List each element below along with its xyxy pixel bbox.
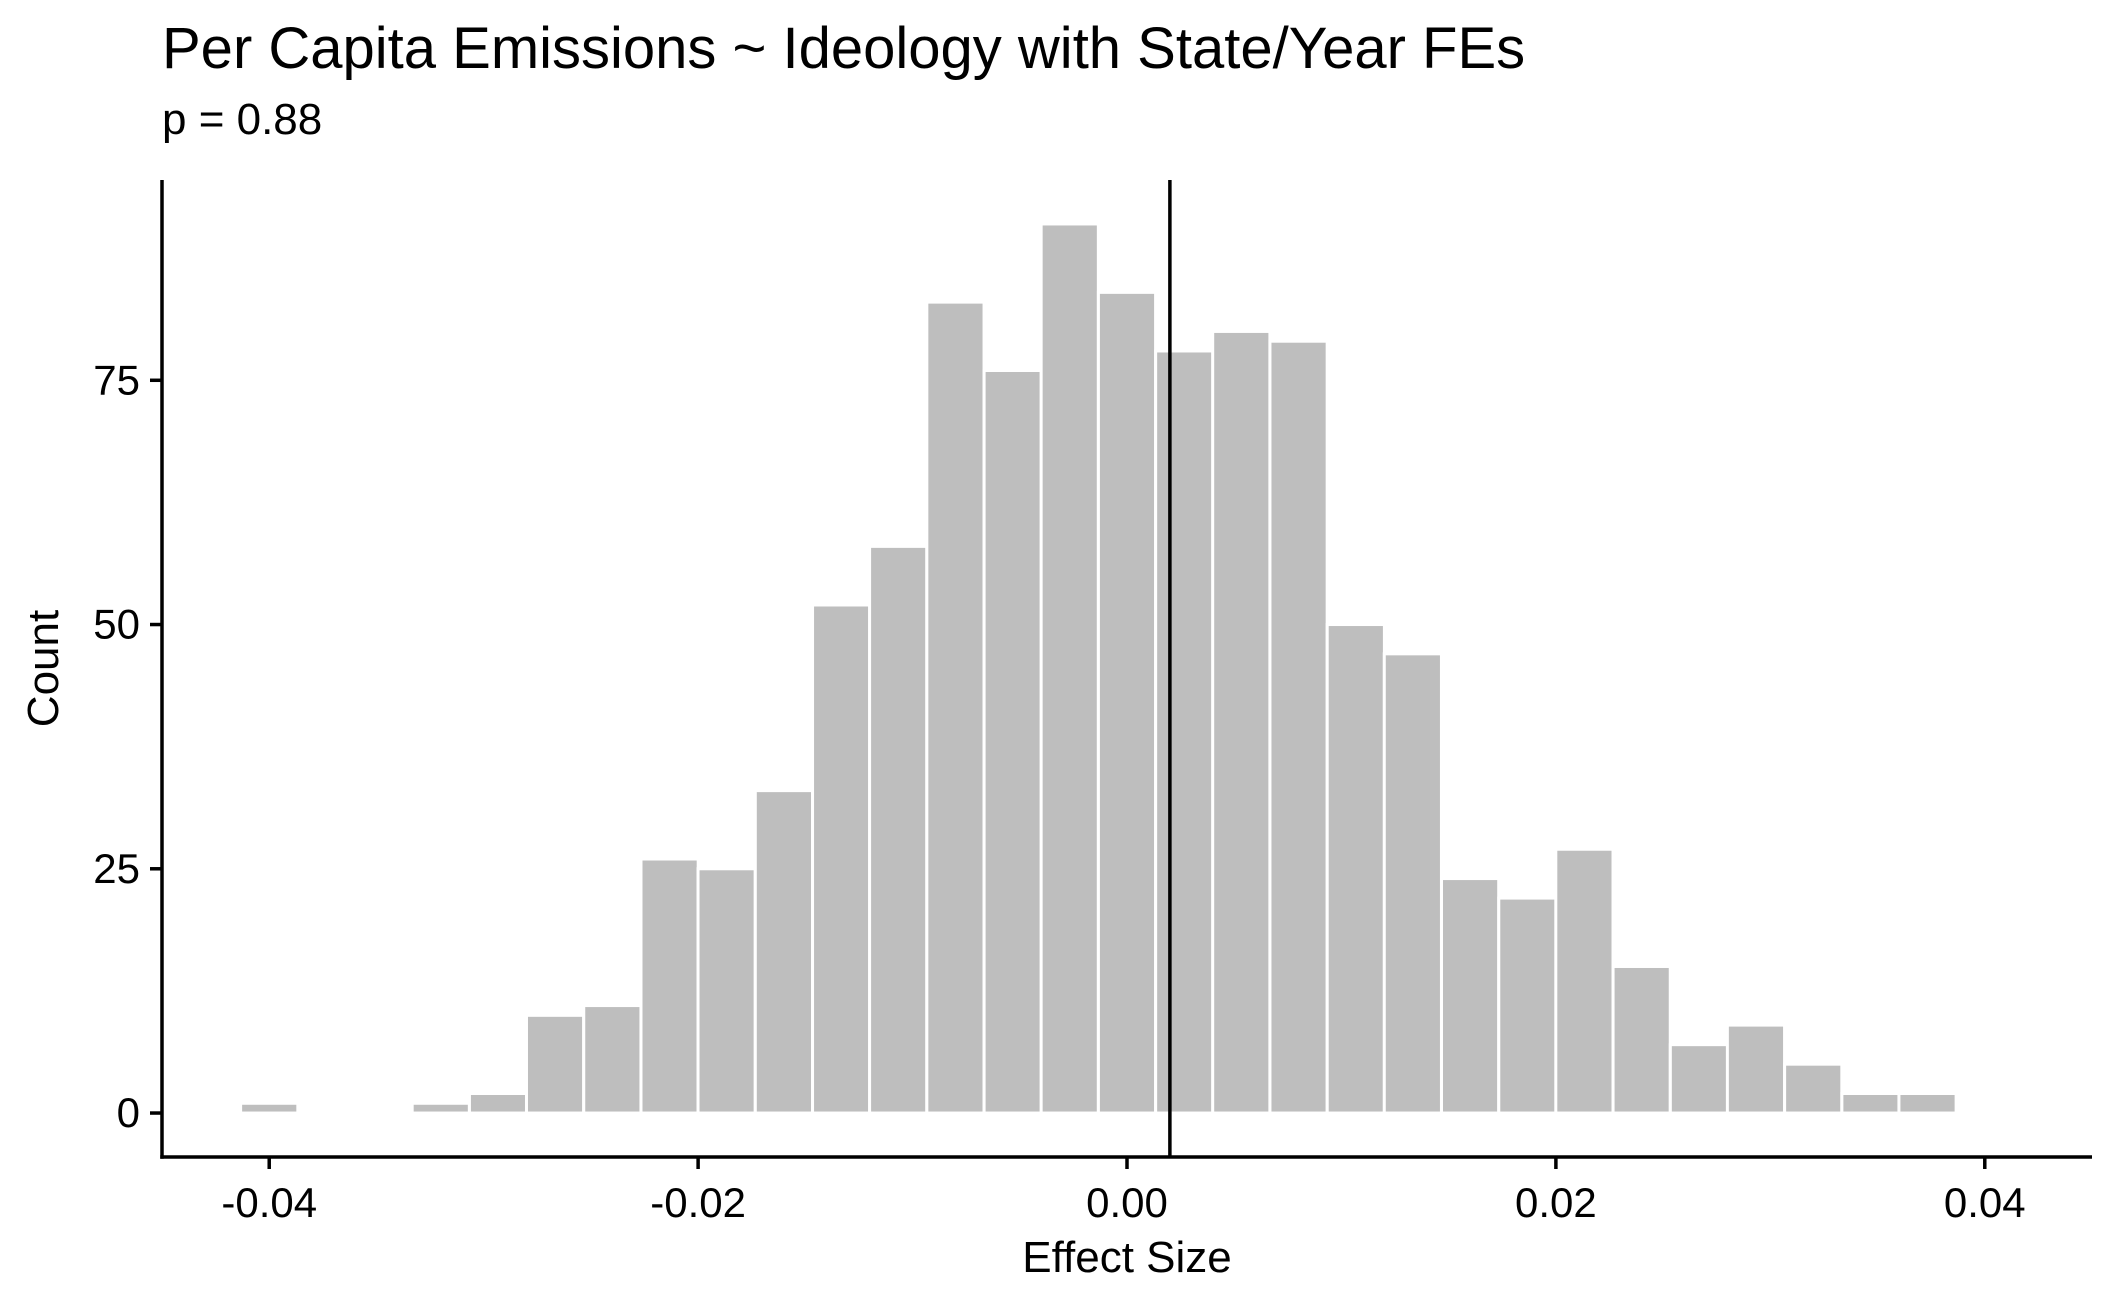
y-tick-label: 50	[93, 601, 140, 648]
histogram-bar	[1382, 652, 1443, 1115]
histogram-bar	[925, 300, 986, 1115]
x-axis-ticks: -0.04 -0.02 0.00 0.02 0.04	[221, 1157, 2026, 1226]
x-tick-label: 0.04	[1944, 1179, 2026, 1226]
x-tick-label: -0.04	[221, 1179, 317, 1226]
chart-title: Per Capita Emissions ~ Ideology with Sta…	[162, 16, 1526, 81]
histogram-bar	[753, 789, 814, 1115]
x-tick-label: 0.02	[1515, 1179, 1597, 1226]
y-axis-ticks: 0 25 50 75	[93, 356, 162, 1136]
x-tick-label: -0.02	[650, 1179, 746, 1226]
histogram-bar	[1783, 1062, 1844, 1115]
y-tick-label: 75	[93, 356, 140, 403]
histogram-bar	[582, 1004, 643, 1115]
y-axis-label: Count	[19, 610, 68, 727]
histogram-bar	[410, 1101, 471, 1115]
title-block: Per Capita Emissions ~ Ideology with Sta…	[162, 14, 1525, 150]
histogram-bar	[982, 369, 1043, 1115]
histogram-bar	[1668, 1043, 1730, 1115]
histogram-bar	[1154, 349, 1215, 1115]
histogram-bar	[1497, 896, 1558, 1115]
histogram-bar	[1096, 290, 1158, 1115]
histogram-bar	[1554, 847, 1615, 1115]
histogram-bar	[639, 857, 700, 1115]
histogram-bar	[696, 867, 757, 1115]
histogram-bar	[524, 1013, 586, 1115]
x-axis-label: Effect Size	[1022, 1233, 1232, 1282]
histogram-bar	[1440, 877, 1501, 1115]
histogram-bar	[1611, 964, 1672, 1115]
histogram-bar	[467, 1091, 529, 1115]
histogram-bar	[1897, 1091, 1958, 1115]
histogram-bar	[1325, 623, 1386, 1115]
x-tick-label: 0.00	[1086, 1179, 1168, 1226]
histogram-bar	[1211, 329, 1272, 1115]
histogram-bar	[1268, 339, 1329, 1115]
y-tick-label: 0	[117, 1089, 140, 1136]
chart-subtitle: p = 0.88	[162, 95, 323, 144]
histogram-bar	[1039, 222, 1100, 1115]
histogram-bar	[1725, 1023, 1787, 1115]
histogram-bar	[239, 1101, 300, 1115]
y-tick-label: 25	[93, 845, 140, 892]
histogram-bar	[811, 603, 872, 1115]
histogram-bar	[1840, 1091, 1901, 1115]
bars-group	[239, 222, 1958, 1115]
histogram-bar	[868, 544, 929, 1115]
